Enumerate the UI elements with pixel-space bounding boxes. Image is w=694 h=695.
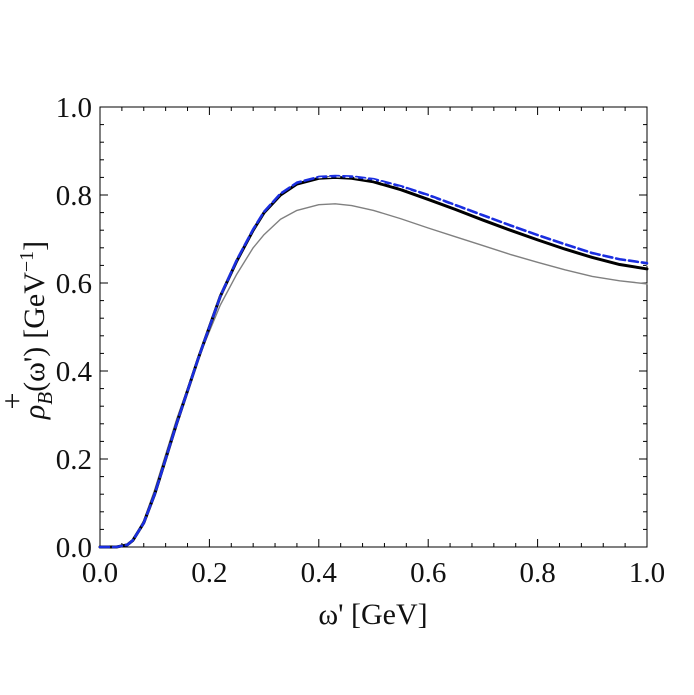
x-tick-label: 1.0: [629, 557, 665, 589]
y-tick-label: 0.4: [56, 356, 93, 388]
x-tick-labels: 0.0 0.2 0.4 0.6 0.8 1.0: [82, 557, 665, 589]
y-title-unit: [GeV: [18, 272, 51, 339]
minor-ticks: [100, 107, 647, 547]
x-axis-title: ω' [GeV]: [318, 598, 427, 631]
y-tick-label: 0.2: [56, 444, 92, 476]
x-tick-label: 0.0: [82, 557, 118, 589]
y-title-superscript: +: [0, 393, 29, 410]
y-tick-label: 0.8: [56, 180, 92, 212]
series-line-blue-dashed: [98, 174, 649, 549]
y-title-unit-close: ]: [18, 241, 51, 251]
x-tick-label: 0.8: [519, 557, 555, 589]
major-ticks: [99, 106, 648, 548]
x-tick-label: 0.4: [301, 557, 338, 589]
y-title-unit-exponent: −1: [16, 251, 38, 272]
x-tick-label: 0.2: [191, 557, 227, 589]
y-tick-label: 0.0: [56, 532, 92, 564]
y-axis-title: ρB(ω') [GeV−1]: [16, 241, 57, 420]
x-tick-label: 0.6: [410, 557, 446, 589]
y-title-subscript: B: [33, 392, 57, 405]
series-line-gray-thin: [99, 203, 648, 548]
y-title-symbol: ρ: [18, 405, 51, 420]
series-line-white-dashed-overlay: [318, 176, 648, 266]
y-tick-labels: 0.0 0.2 0.4 0.6 0.8 1.0: [56, 92, 93, 564]
y-tick-label: 1.0: [56, 92, 92, 124]
y-tick-label: 0.6: [56, 268, 92, 300]
series-group: [98, 174, 649, 549]
y-title-argument: (ω'): [18, 347, 51, 392]
series-line-black-thick: [98, 175, 649, 549]
plot-frame: [99, 106, 648, 548]
